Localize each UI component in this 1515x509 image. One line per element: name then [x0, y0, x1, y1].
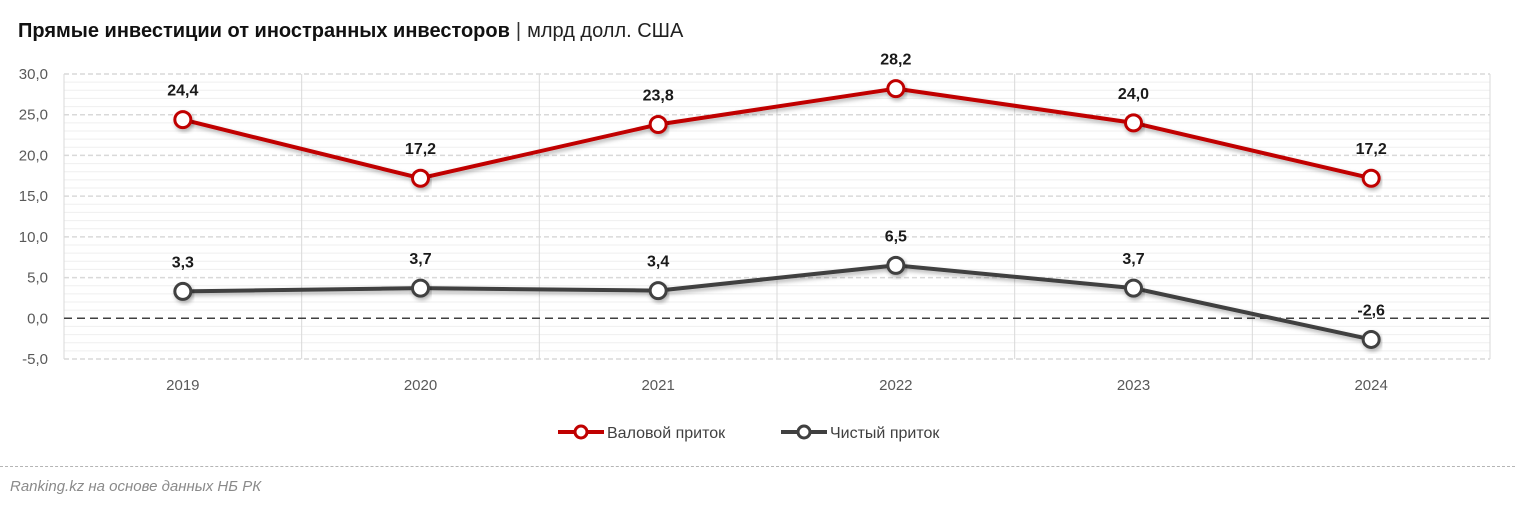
x-tick-label: 2023	[1117, 377, 1150, 394]
legend-item-gross: Валовой приток	[558, 424, 726, 442]
x-tick-label: 2024	[1354, 377, 1387, 394]
data-point-gross	[173, 110, 193, 130]
data-point-net	[411, 278, 430, 298]
y-tick-label: 5,0	[27, 270, 48, 287]
legend-item-net: Чистый приток	[781, 424, 940, 442]
series-line-gross	[182, 86, 1372, 181]
data-label-net: 6,5	[885, 228, 907, 245]
x-axis: 2019 2020 2021 2022 2023 2024	[166, 377, 1388, 394]
y-tick-label: 30,0	[19, 66, 48, 83]
legend-label: Чистый приток	[830, 425, 940, 442]
data-point-net	[886, 255, 906, 275]
data-point-net	[1124, 278, 1143, 298]
legend-marker	[573, 424, 589, 440]
y-tick-label: 15,0	[19, 188, 48, 205]
data-label-net: -2,6	[1357, 302, 1385, 319]
data-point-gross	[648, 114, 668, 134]
chart-title: Прямые инвестиции от иностранных инвесто…	[18, 20, 683, 43]
data-point-net	[648, 281, 668, 301]
y-axis: 30,0 25,0 20,0 15,0 10,0 5,0 0,0 -5,0	[19, 66, 48, 368]
data-label-net: 3,7	[1122, 251, 1144, 268]
data-label-net: 3,3	[172, 254, 194, 271]
y-tick-label: 25,0	[19, 107, 48, 124]
data-label-gross: 24,4	[167, 83, 198, 100]
data-point-gross	[1124, 113, 1143, 133]
data-label-gross: 23,8	[643, 87, 674, 104]
y-tick-label: 20,0	[19, 147, 48, 164]
vertical-gridlines	[63, 74, 1491, 359]
chart-title-unit: млрд долл. США	[527, 20, 684, 42]
chart-title-main: Прямые инвестиции от иностранных инвесто…	[18, 20, 510, 42]
x-tick-label: 2019	[166, 377, 199, 394]
legend: Валовой приток Чистый приток	[558, 424, 940, 442]
x-tick-label: 2020	[404, 377, 437, 394]
data-point-net	[173, 281, 193, 301]
source-note: Ranking.kz на основе данных НБ РК	[10, 478, 262, 495]
data-point-gross	[1361, 168, 1381, 188]
x-tick-label: 2021	[641, 377, 674, 394]
data-label-gross: 24,0	[1118, 86, 1149, 103]
y-tick-label: 0,0	[27, 310, 48, 327]
series-line-net	[182, 263, 1372, 342]
chart-title-separator: |	[515, 20, 522, 42]
series-net: 3,3 3,7 3,4 6,5 3,7 -2,6	[172, 228, 1385, 349]
data-label-gross: 17,2	[405, 141, 436, 158]
x-tick-label: 2022	[879, 377, 912, 394]
legend-marker	[796, 424, 812, 440]
footer-divider	[0, 466, 1515, 467]
data-point-gross	[886, 79, 906, 99]
series-gross: 24,4 17,2 23,8 28,2 24,0 17,2	[167, 52, 1387, 188]
y-tick-label: -5,0	[22, 351, 48, 368]
data-point-gross	[411, 168, 430, 188]
y-tick-label: 10,0	[19, 229, 48, 246]
data-label-net: 3,7	[409, 251, 431, 268]
legend-label: Валовой приток	[607, 425, 726, 442]
data-point-net	[1361, 329, 1381, 349]
data-label-gross: 28,2	[880, 52, 911, 69]
data-label-net: 3,4	[647, 254, 669, 271]
data-label-gross: 17,2	[1356, 141, 1387, 158]
